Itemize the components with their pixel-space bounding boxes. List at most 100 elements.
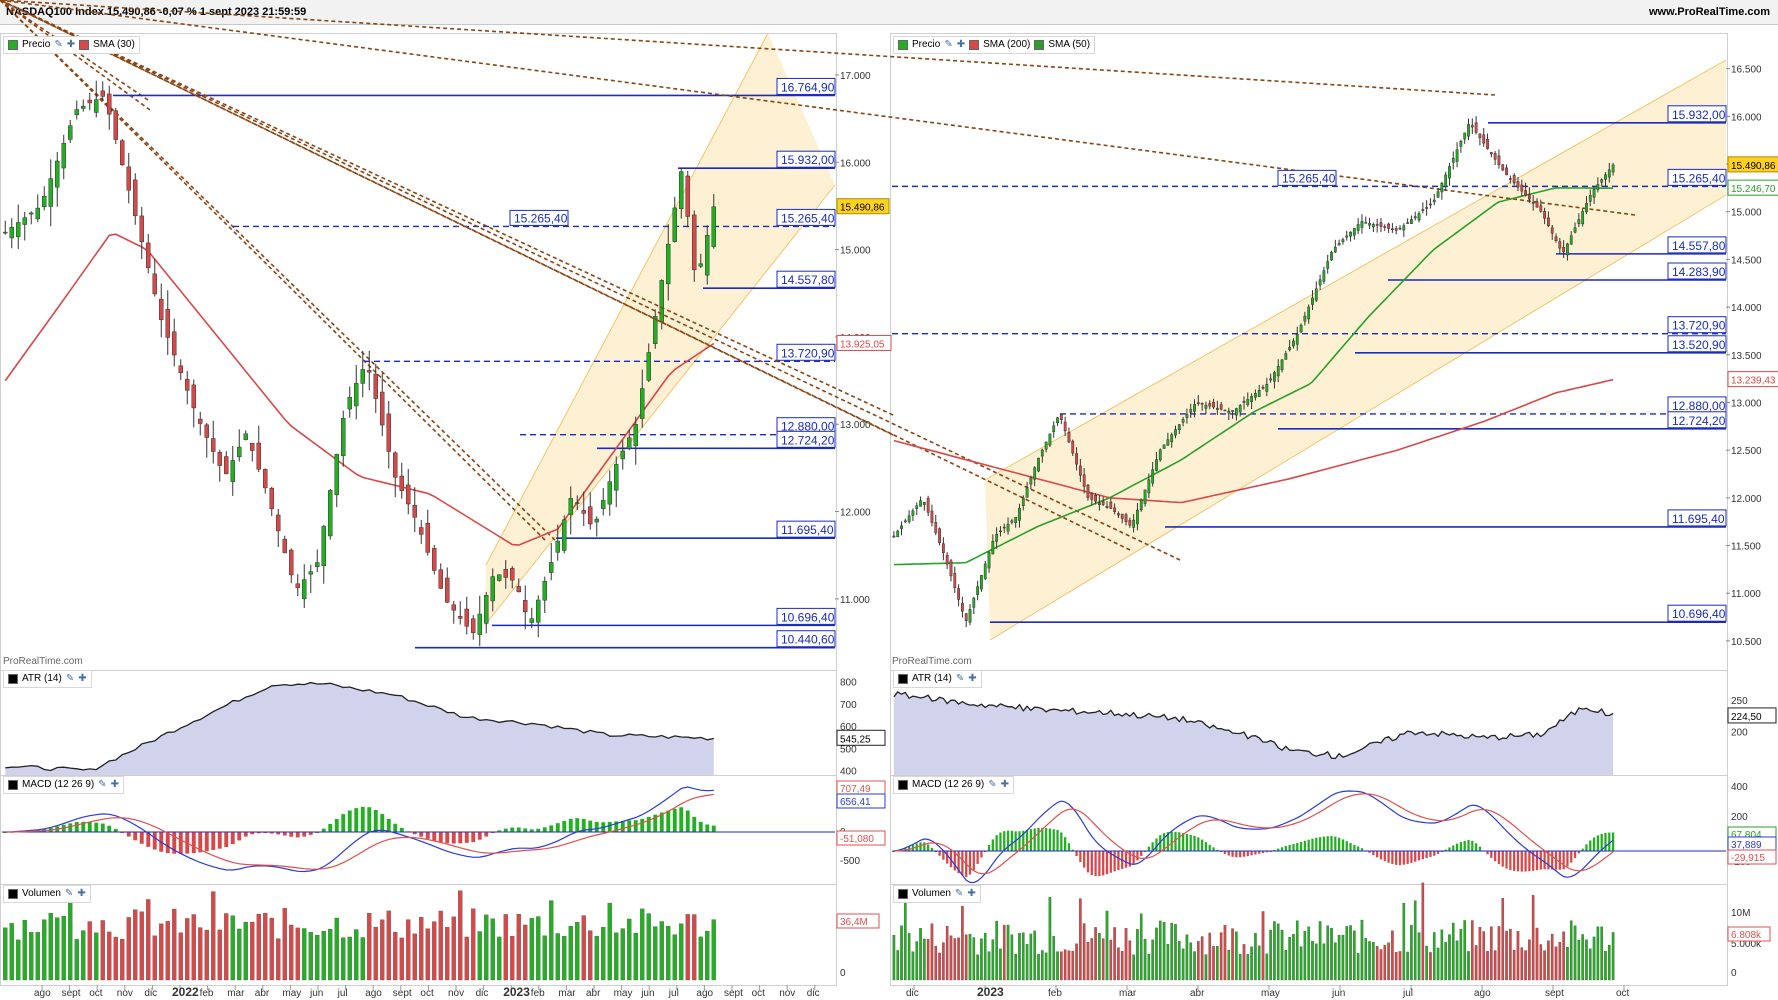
wrench-icon[interactable]: ✎	[955, 673, 965, 684]
candle-up	[1402, 225, 1406, 231]
macd-histogram-bar	[1117, 851, 1120, 871]
candle-down	[1531, 202, 1535, 204]
macd-histogram-bar	[1083, 851, 1086, 868]
wrench-icon[interactable]: ✎	[98, 779, 107, 790]
volume-bar	[999, 948, 1002, 981]
candle-up	[1432, 199, 1436, 203]
volume-bar	[915, 941, 919, 981]
volume-bar	[1212, 946, 1215, 981]
candle-down	[1261, 386, 1265, 389]
volume-bar	[412, 933, 417, 981]
candle-up	[896, 530, 900, 538]
left-price-legend[interactable]: Precio ✎ ✚ SMA (30)	[3, 36, 140, 54]
macd-histogram-bar	[464, 832, 469, 843]
volume-bar	[980, 938, 983, 981]
left-volume-panel[interactable]	[0, 884, 837, 986]
plus-icon[interactable]: ✚	[110, 779, 120, 790]
macd-histogram-bar	[191, 832, 196, 854]
candle-down	[295, 583, 300, 588]
channel-upper-line	[485, 32, 769, 566]
candle-up	[1585, 203, 1588, 213]
level-label-box	[1667, 604, 1727, 622]
left-atr-legend[interactable]: ATR (14) ✎ ✚	[3, 670, 92, 688]
candle-down	[386, 413, 391, 452]
volume-bar	[1082, 923, 1086, 981]
atr-area	[893, 691, 1614, 775]
volume-bar	[1075, 943, 1078, 981]
candle-down	[1242, 400, 1246, 403]
volume-bar	[1178, 941, 1181, 981]
plus-icon[interactable]: ✚	[77, 888, 86, 899]
time-axis-label: 2023	[977, 985, 1004, 999]
atr-value-tag	[836, 729, 886, 746]
volume-bar	[1600, 926, 1603, 981]
macd-swatch	[8, 780, 18, 790]
volume-bar	[1402, 903, 1406, 981]
wrench-icon[interactable]: ✎	[54, 39, 63, 50]
candle-down	[1394, 228, 1398, 231]
wrench-icon[interactable]: ✎	[64, 888, 74, 899]
level-label: 15.265,40	[1282, 171, 1336, 185]
macd-histogram-bar	[1398, 851, 1402, 866]
plus-icon[interactable]: ✚	[956, 39, 966, 50]
candle-up	[1292, 340, 1295, 347]
left-macd-legend[interactable]: MACD (12 26 9) ✎ ✚	[3, 776, 125, 794]
volume-bar	[1360, 919, 1364, 981]
volume-bar	[1269, 929, 1272, 981]
candle-up	[659, 280, 664, 323]
candle-down	[957, 588, 960, 600]
macd-histogram-bar	[152, 832, 157, 850]
candle-down	[930, 510, 934, 523]
plus-icon[interactable]: ✚	[1000, 779, 1010, 790]
plus-icon[interactable]: ✚	[78, 673, 87, 684]
volume-bar	[923, 938, 926, 981]
plus-icon[interactable]: ✚	[968, 673, 977, 684]
macd-histogram-bar	[614, 821, 619, 832]
candle-down	[1554, 236, 1558, 241]
volume-bar	[451, 916, 456, 981]
volume-bar	[549, 900, 554, 981]
candle-up	[672, 207, 677, 242]
candle-up	[968, 609, 972, 623]
macd-histogram-bar	[1345, 841, 1348, 851]
candle-down	[256, 442, 261, 470]
candle-down	[133, 179, 138, 217]
volume-bar	[1303, 930, 1307, 981]
macd-histogram-bar	[1102, 851, 1105, 876]
right-macd-legend[interactable]: MACD (12 26 9) ✎ ✚	[893, 776, 1015, 794]
candle-up	[1288, 347, 1292, 351]
volume-bar	[659, 921, 664, 981]
candle-down	[1094, 494, 1097, 502]
volume-bar	[1406, 951, 1409, 981]
volume-bar	[42, 919, 47, 981]
macd-histogram-bar	[354, 808, 359, 832]
candle-down	[1547, 217, 1550, 227]
right-price-legend[interactable]: Precio ✎ ✚ SMA (200) SMA (50)	[893, 36, 1096, 54]
volume-bar	[1307, 926, 1310, 981]
wrench-icon[interactable]: ✎	[944, 39, 953, 50]
macd-histogram-bar	[399, 827, 404, 832]
macd-histogram-bar	[1311, 838, 1314, 851]
right-atr-legend[interactable]: ATR (14) ✎ ✚	[893, 670, 982, 688]
site-link[interactable]: www.ProRealTime.com	[1648, 6, 1770, 18]
wrench-icon[interactable]: ✎	[65, 673, 75, 684]
left-macd-panel[interactable]	[0, 775, 837, 885]
macd-histogram-bar	[1109, 851, 1112, 873]
macd-histogram-bar	[1010, 830, 1014, 851]
volume-bar	[1550, 933, 1554, 981]
macd-histogram-bar	[1391, 851, 1394, 864]
plus-icon[interactable]: ✚	[66, 39, 76, 50]
wrench-icon[interactable]: ✎	[954, 888, 964, 899]
candle-up	[1337, 243, 1341, 246]
volume-bar	[302, 928, 307, 981]
candle-up	[633, 424, 638, 447]
volume-bar	[1113, 927, 1116, 981]
price-tick-label: 12.000	[1731, 494, 1762, 505]
left-volume-legend[interactable]: Volumen ✎ ✚	[3, 885, 91, 903]
plus-icon[interactable]: ✚	[967, 888, 976, 899]
wrench-icon[interactable]: ✎	[988, 779, 997, 790]
time-axis-label: abr	[586, 988, 601, 999]
macd-histogram-bar	[458, 832, 463, 844]
right-volume-legend[interactable]: Volumen ✎ ✚	[893, 885, 981, 903]
